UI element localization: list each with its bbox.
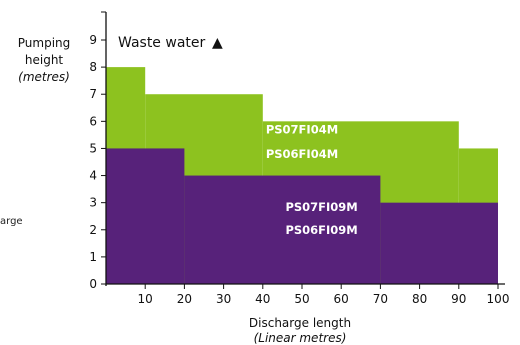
y-tick-label-6: 6	[89, 114, 97, 128]
legend-triangle-icon: ▲	[212, 35, 223, 51]
y-tick-label-1: 1	[89, 250, 97, 264]
x-tick-label-70: 70	[373, 292, 388, 306]
y-axis-label-line1: Pumping	[18, 36, 71, 50]
y-axis-unit: (metres)	[18, 70, 70, 84]
series-1-label-line-2: PS06FI04M	[266, 147, 338, 161]
tick-labels: 0 1 2 3 4 5 6 7 8 9 10 20 30 40 50 60 70 80 90 100	[89, 33, 509, 306]
zone-labels: PS07FI04M PS06FI04M PS07FI09M PS06FI09M	[266, 123, 358, 237]
x-tick-label-30: 30	[216, 292, 231, 306]
legend-label: Waste water	[118, 35, 206, 51]
x-tick-label-60: 60	[334, 292, 349, 306]
x-axis-label: Discharge length	[249, 316, 351, 330]
y-tick-label-3: 3	[89, 196, 97, 210]
series-2-label-line-2: PS06FI09M	[285, 223, 357, 237]
y-tick-label-4: 4	[89, 169, 97, 183]
x-axis-unit: (Linear metres)	[254, 331, 347, 345]
x-tick-label-50: 50	[294, 292, 309, 306]
series-2-label-line-1: PS07FI09M	[285, 200, 357, 214]
chart-areas	[106, 67, 498, 284]
series-2-step-3	[380, 202, 498, 284]
x-tick-label-20: 20	[177, 292, 192, 306]
y-tick-label-2: 2	[89, 223, 97, 237]
y-tick-label-0: 0	[89, 277, 97, 291]
series-2-step-2	[184, 175, 381, 284]
y-tick-label-9: 9	[89, 33, 97, 47]
y-tick-label-8: 8	[89, 60, 97, 74]
side-note-text: arge	[0, 216, 23, 227]
series-1-label-line-1: PS07FI04M	[266, 123, 338, 137]
x-tick-label-90: 90	[451, 292, 466, 306]
x-tick-label-10: 10	[138, 292, 153, 306]
x-tick-label-100: 100	[487, 292, 510, 306]
x-tick-label-80: 80	[412, 292, 427, 306]
y-axis-label-line2: height	[25, 53, 64, 67]
series-2-step-1	[106, 148, 185, 284]
y-tick-label-5: 5	[89, 141, 97, 155]
y-tick-label-7: 7	[89, 87, 97, 101]
chart-axes	[101, 11, 505, 289]
x-tick-label-40: 40	[255, 292, 270, 306]
